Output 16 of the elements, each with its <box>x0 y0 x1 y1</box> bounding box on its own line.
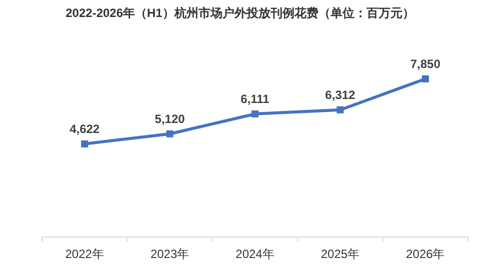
data-label: 7,850 <box>410 56 441 71</box>
point <box>81 140 88 148</box>
data-label: 4,622 <box>70 122 100 136</box>
x-tick-label: 2024年 <box>236 247 274 261</box>
data-label: 6,111 <box>240 92 270 106</box>
x-tick-label: 2022年 <box>65 247 104 261</box>
x-tick-label: 2026年 <box>406 247 445 261</box>
chart-title: 2022-2026年（H1）杭州市场户外投放刊例花费（单位：百万元） <box>66 6 414 20</box>
data-label: 5,120 <box>154 112 186 126</box>
x-tick-label: 2023年 <box>150 247 190 261</box>
point <box>336 106 344 114</box>
data-label: 6,312 <box>325 88 356 102</box>
x-tick-label: 2025年 <box>320 247 360 261</box>
point <box>166 130 174 138</box>
point <box>422 75 429 82</box>
point <box>252 110 258 118</box>
